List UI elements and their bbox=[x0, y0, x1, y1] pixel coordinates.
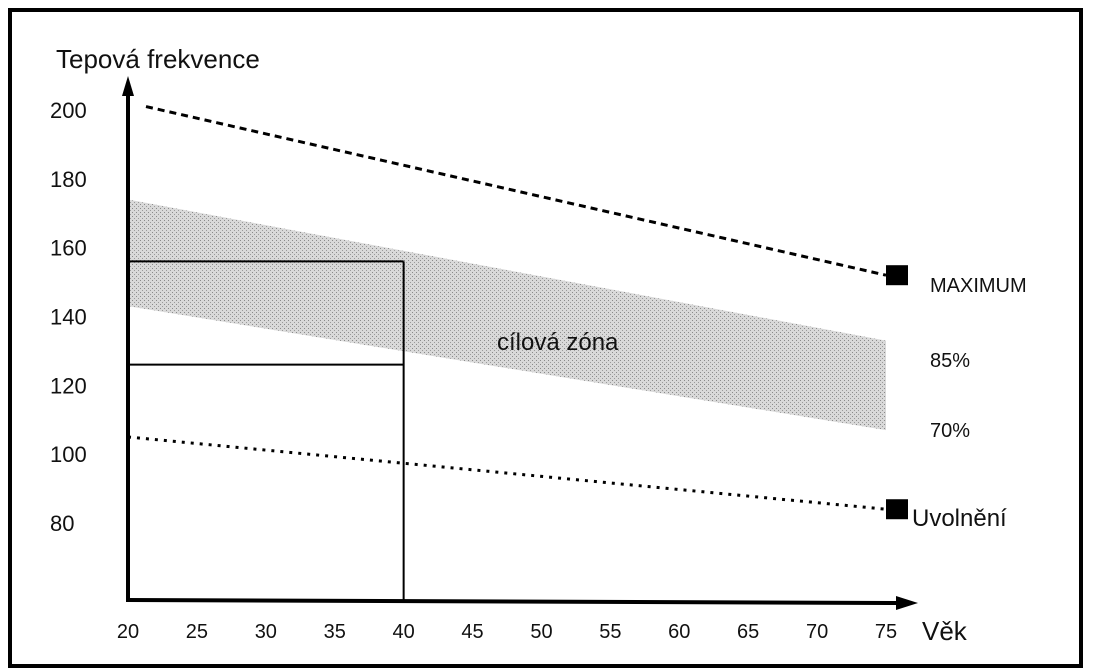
x-axis bbox=[125, 598, 901, 605]
x-tick-label: 60 bbox=[668, 621, 690, 643]
y-axis-arrow bbox=[122, 76, 134, 96]
series-line-maximum bbox=[145, 105, 887, 277]
x-tick-label: 70 bbox=[806, 621, 828, 643]
x-axis-title: Věk bbox=[922, 616, 968, 646]
series-marker-relaxation bbox=[886, 499, 908, 520]
zone-lower-label: 70% bbox=[930, 420, 970, 442]
x-tick-label: 40 bbox=[393, 621, 415, 643]
zone-upper-label: 85% bbox=[930, 350, 970, 372]
x-tick-label: 75 bbox=[875, 621, 897, 643]
x-tick-label: 65 bbox=[737, 621, 759, 643]
y-tick-label: 80 bbox=[50, 511, 74, 536]
x-tick-label: 50 bbox=[530, 621, 552, 643]
relaxation-legend-label: Uvolnění bbox=[912, 505, 1007, 532]
y-tick-label: 160 bbox=[50, 236, 87, 261]
target-zone-band bbox=[128, 199, 886, 431]
maximum-legend-label: MAXIMUM bbox=[930, 275, 1027, 297]
y-tick-label: 140 bbox=[50, 305, 87, 330]
y-tick-label: 200 bbox=[50, 98, 87, 123]
x-tick-label: 20 bbox=[117, 621, 139, 643]
x-tick-label: 25 bbox=[186, 621, 208, 643]
y-tick-label: 120 bbox=[50, 373, 87, 398]
y-tick-label: 180 bbox=[50, 167, 87, 192]
heart-rate-chart: 80 100 120 140 160 180 200 20 25 30 35 40 45 50 55 60 65… bbox=[50, 44, 1027, 646]
series-line-relaxation bbox=[127, 435, 887, 511]
x-tick-label: 55 bbox=[599, 621, 621, 643]
y-axis-title: Tepová frekvence bbox=[56, 44, 260, 74]
x-tick-label: 45 bbox=[461, 621, 483, 643]
zone-label: cílová zóna bbox=[497, 329, 619, 356]
y-tick-label: 100 bbox=[50, 442, 87, 467]
x-tick-label: 30 bbox=[255, 621, 277, 643]
x-tick-label: 35 bbox=[324, 621, 346, 643]
series-marker-maximum bbox=[886, 265, 908, 286]
x-axis-arrow bbox=[896, 596, 918, 610]
